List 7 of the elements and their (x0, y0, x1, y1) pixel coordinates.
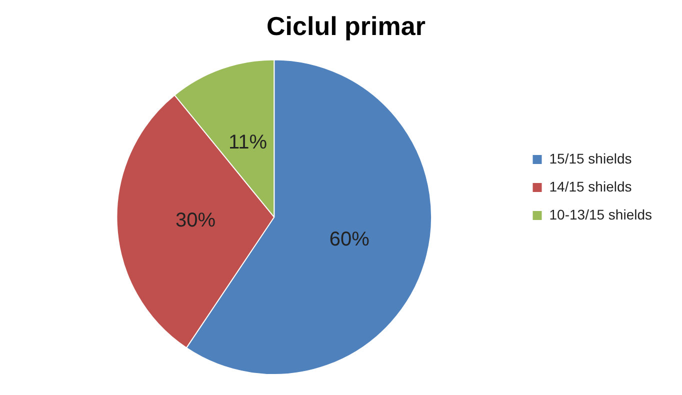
data-label: 60% (329, 228, 370, 251)
legend-label: 14/15 shields (549, 178, 632, 194)
legend-label: 10-13/15 shields (549, 206, 652, 222)
data-label: 11% (228, 131, 268, 154)
legend-label: 15/15 shields (549, 150, 632, 166)
data-label: 30% (176, 209, 216, 232)
chart-title: Ciclul primar (266, 10, 426, 41)
